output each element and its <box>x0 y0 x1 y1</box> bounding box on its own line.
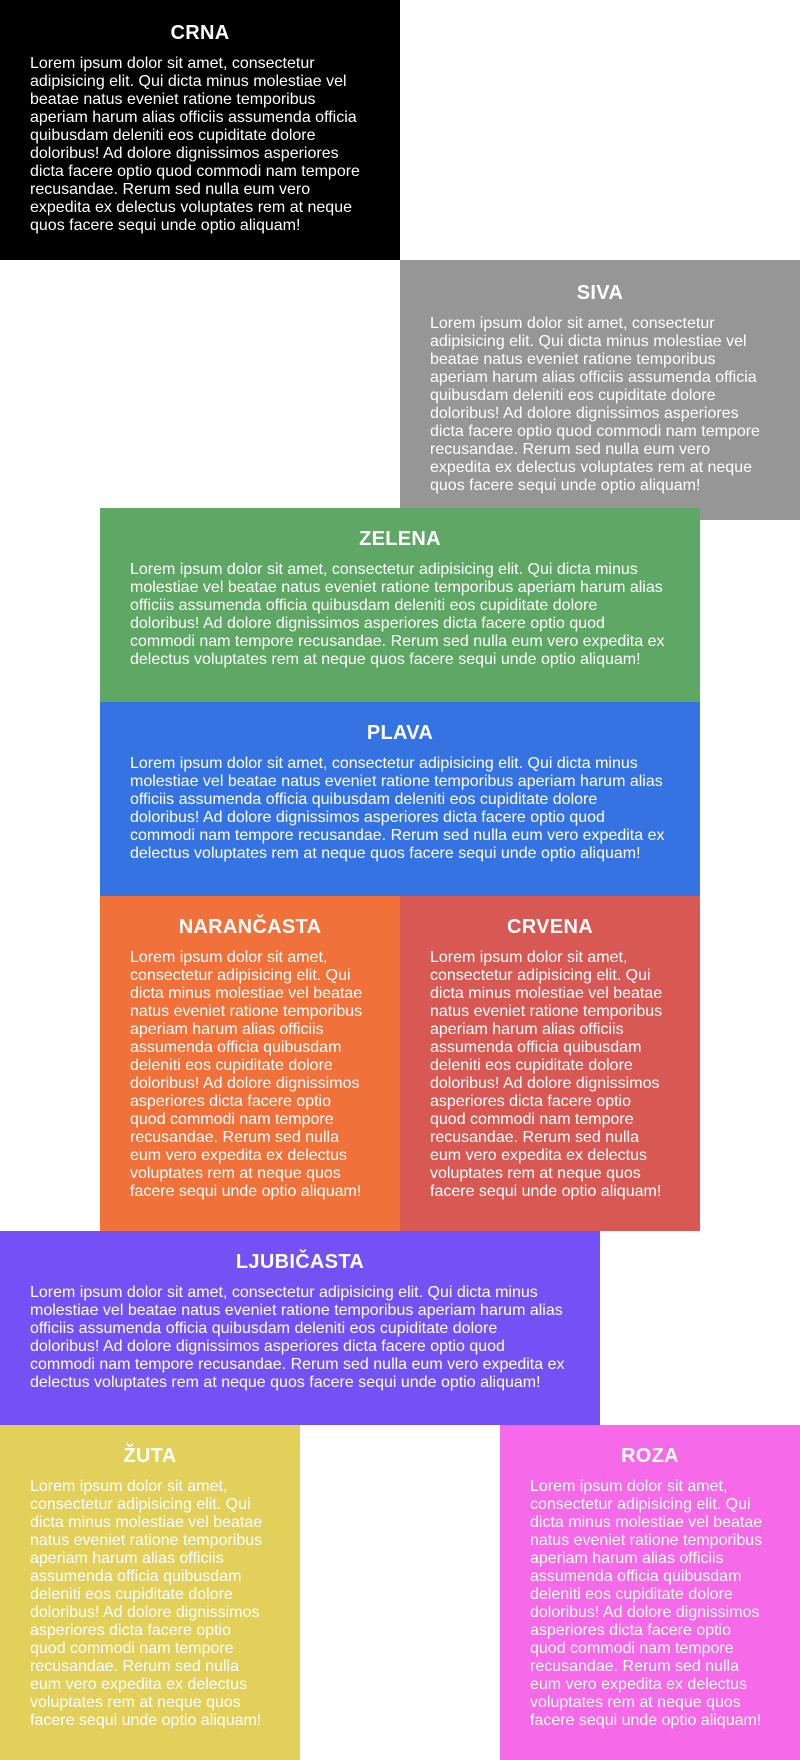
red-section: CRVENA Lorem ipsum dolor sit amet, conse… <box>400 896 700 1231</box>
orange-section-text: Lorem ipsum dolor sit amet, consectetur … <box>130 949 363 1200</box>
red-section-text: Lorem ipsum dolor sit amet, consectetur … <box>430 949 663 1200</box>
blue-section: PLAVA Lorem ipsum dolor sit amet, consec… <box>100 702 700 896</box>
purple-section-title: LJUBIČASTA <box>235 1251 365 1273</box>
orange-section: NARANČASTA Lorem ipsum dolor sit amet, c… <box>100 896 400 1231</box>
green-section-text: Lorem ipsum dolor sit amet, consectetur … <box>130 561 665 668</box>
green-section: ZELENA Lorem ipsum dolor sit amet, conse… <box>100 508 700 702</box>
gray-section: SIVA Lorem ipsum dolor sit amet, consect… <box>400 260 800 520</box>
black-section: CRNA Lorem ipsum dolor sit amet, consect… <box>0 0 400 260</box>
red-section-title: CRVENA <box>507 916 593 938</box>
blue-section-title: PLAVA <box>366 722 434 744</box>
orange-section-title: NARANČASTA <box>178 916 322 938</box>
black-section-title: CRNA <box>170 22 230 44</box>
pink-section: ROZA Lorem ipsum dolor sit amet, consect… <box>500 1425 800 1760</box>
green-section-title: ZELENA <box>359 528 441 550</box>
pink-section-title: ROZA <box>621 1445 679 1467</box>
blue-section-text: Lorem ipsum dolor sit amet, consectetur … <box>130 755 665 862</box>
yellow-section-title: ŽUTA <box>123 1445 177 1467</box>
yellow-section: ŽUTA Lorem ipsum dolor sit amet, consect… <box>0 1425 300 1760</box>
pink-section-text: Lorem ipsum dolor sit amet, consectetur … <box>530 1478 763 1729</box>
yellow-section-text: Lorem ipsum dolor sit amet, consectetur … <box>30 1478 263 1729</box>
purple-section: LJUBIČASTA Lorem ipsum dolor sit amet, c… <box>0 1231 600 1425</box>
gray-section-text: Lorem ipsum dolor sit amet, consectetur … <box>430 315 760 494</box>
black-section-text: Lorem ipsum dolor sit amet, consectetur … <box>30 55 360 234</box>
purple-section-text: Lorem ipsum dolor sit amet, consectetur … <box>30 1284 565 1391</box>
gray-section-title: SIVA <box>576 282 624 304</box>
